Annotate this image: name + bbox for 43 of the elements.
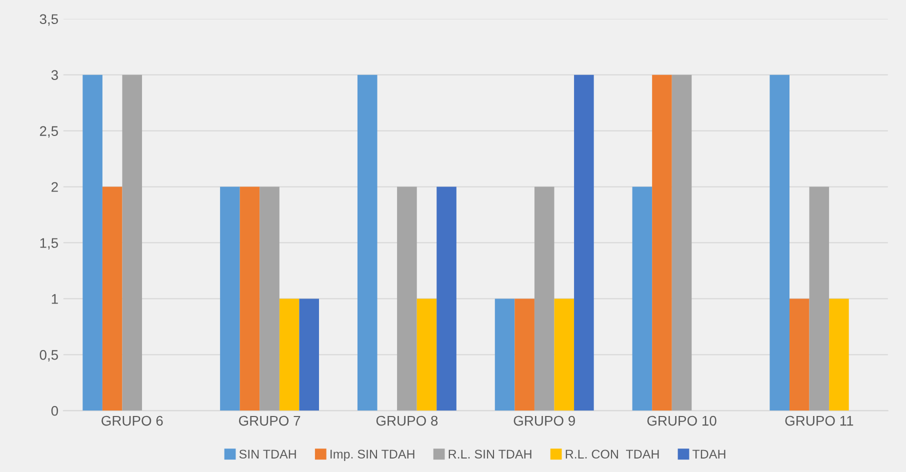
bar — [102, 186, 122, 411]
y-tick-label: 3,5 — [40, 14, 58, 26]
bar — [260, 186, 280, 411]
bar — [397, 186, 417, 411]
bar — [357, 74, 378, 411]
y-tick-label: 1,5 — [40, 238, 58, 250]
legend-label: TDAH — [692, 450, 726, 458]
y-tick-label: 0 — [51, 406, 58, 416]
bar — [416, 298, 437, 411]
y-tick-label: 3 — [51, 70, 58, 80]
x-tick-label: GRUPO 11 — [785, 416, 854, 426]
bar — [789, 298, 810, 411]
x-tick-label: GRUPO 10 — [647, 416, 716, 426]
y-tick-label: 0,5 — [40, 350, 58, 362]
x-tick-label: GRUPO 6 — [102, 416, 163, 426]
bar — [494, 298, 515, 411]
bar — [122, 74, 142, 411]
bar — [82, 74, 102, 411]
legend-label: SIN TDAH — [239, 450, 296, 459]
bar — [436, 186, 456, 411]
x-tick-label: GRUPO 8 — [376, 416, 438, 426]
legend-label: R.L. CON TDAH — [566, 450, 659, 459]
bar — [652, 74, 672, 411]
bar — [632, 186, 652, 411]
bar — [829, 298, 849, 411]
bar — [574, 74, 594, 411]
legend-label: Imp. SIN TDAH — [330, 450, 414, 462]
bar — [279, 298, 300, 411]
bar — [770, 74, 790, 411]
bar — [672, 74, 692, 411]
bar — [240, 186, 260, 411]
bar — [534, 186, 554, 411]
bar — [514, 298, 534, 411]
y-tick-label: 2 — [52, 182, 58, 192]
x-tick-label: GRUPO 7 — [238, 416, 300, 426]
bar — [809, 186, 830, 411]
x-tick-label: GRUPO 9 — [514, 416, 575, 426]
bar — [220, 186, 240, 411]
y-tick-label: 1 — [52, 294, 58, 304]
bar — [299, 298, 320, 411]
y-tick-label: 2,5 — [40, 126, 58, 138]
legend-label: R.L. SIN TDAH — [448, 450, 532, 459]
bar — [554, 298, 574, 411]
